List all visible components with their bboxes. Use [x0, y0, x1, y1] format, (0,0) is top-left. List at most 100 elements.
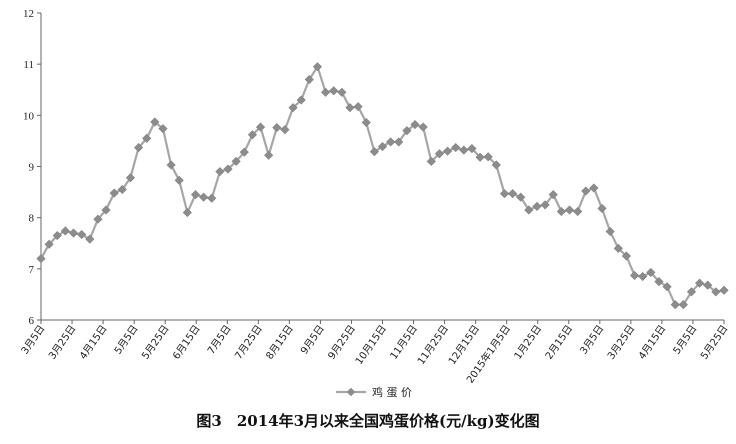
data-point: [85, 234, 95, 244]
x-tick-label: 7月25日: [233, 323, 265, 362]
series-line-egg-price: [40, 64, 725, 306]
x-tick-label: 3月25日: [46, 323, 78, 362]
data-point: [264, 150, 274, 160]
x-tick-label: 12月15日: [446, 323, 482, 367]
data-point: [312, 62, 323, 72]
data-point: [638, 271, 648, 282]
data-point: [68, 228, 79, 238]
data-point: [548, 189, 558, 200]
data-point: [280, 125, 290, 135]
data-point: [499, 188, 510, 199]
y-tick-label: 10: [23, 110, 35, 122]
data-point: [304, 74, 314, 85]
x-tick-label: 4月15日: [77, 323, 109, 362]
data-point: [629, 270, 640, 281]
x-tick-label: 5月5日: [112, 323, 141, 357]
data-point: [52, 230, 62, 241]
x-tick-label: 6月15日: [170, 323, 202, 362]
data-point: [320, 87, 331, 97]
data-point: [556, 206, 567, 217]
data-point: [678, 299, 688, 310]
data-point: [190, 189, 201, 200]
chart-caption: 图3 2014年3月以来全国鸡蛋价格(元/kg)变化图: [196, 412, 540, 430]
data-point: [524, 205, 534, 215]
data-point: [621, 251, 632, 261]
data-point: [182, 207, 193, 218]
data-point: [507, 188, 518, 199]
x-tick-label: 3月25日: [605, 323, 637, 362]
data-point: [239, 147, 249, 157]
data-point: [345, 103, 355, 113]
data-point: [564, 205, 575, 215]
data-point: [150, 117, 160, 127]
data-point: [662, 282, 672, 292]
data-point: [475, 152, 485, 162]
data-point: [703, 280, 713, 290]
data-point: [93, 214, 103, 224]
data-point: [361, 117, 371, 128]
data-point: [605, 226, 615, 237]
x-tick-label: 4月15日: [636, 323, 668, 362]
legend-marker: [346, 387, 356, 397]
data-point: [109, 188, 119, 198]
data-point: [532, 201, 542, 212]
data-point: [215, 166, 225, 177]
y-tick-label: 11: [23, 59, 34, 71]
data-point: [589, 183, 599, 193]
x-tick-label: 2月15日: [543, 323, 575, 362]
y-tick-label: 6: [29, 315, 35, 327]
data-point: [434, 149, 445, 159]
data-point: [158, 123, 168, 134]
x-tick-label: 5月5日: [671, 323, 700, 357]
x-tick-label: 9月5日: [298, 323, 327, 357]
data-point: [572, 206, 583, 217]
data-point: [646, 267, 656, 278]
data-point: [467, 143, 477, 154]
data-point: [353, 101, 363, 112]
data-point: [36, 253, 46, 264]
data-point: [255, 122, 266, 132]
data-point: [410, 119, 420, 130]
data-point: [581, 186, 591, 196]
data-point: [272, 122, 282, 133]
data-point: [516, 192, 526, 202]
y-tick-label: 12: [23, 8, 34, 20]
data-point: [174, 175, 184, 185]
x-tick-label: 5月25日: [698, 323, 730, 362]
data-point: [491, 160, 501, 170]
data-point: [166, 160, 176, 170]
data-point: [198, 192, 209, 202]
y-tick-label: 7: [29, 264, 35, 276]
data-point: [231, 156, 241, 167]
x-tick-label: 1月25日: [512, 323, 544, 362]
data-point: [426, 156, 436, 167]
x-tick-label: 3月5日: [19, 323, 48, 357]
data-point: [483, 152, 493, 162]
data-point: [60, 226, 71, 236]
data-point: [125, 173, 136, 183]
data-point: [686, 287, 697, 297]
legend-label: 鸡 蛋 价: [372, 385, 412, 399]
data-point: [77, 229, 87, 240]
data-point: [613, 243, 623, 254]
x-tick-label: 9月25日: [326, 323, 358, 362]
data-point: [597, 203, 607, 214]
data-point: [142, 133, 152, 144]
data-point: [296, 95, 306, 105]
data-point: [540, 200, 550, 210]
x-tick-label: 11月5日: [388, 323, 420, 362]
data-point: [377, 141, 388, 152]
data-point: [459, 145, 469, 155]
data-point: [719, 285, 729, 295]
data-point: [337, 87, 347, 97]
y-tick-label: 8: [29, 213, 35, 225]
data-point: [247, 130, 258, 140]
data-point: [418, 122, 428, 132]
data-point: [369, 147, 380, 157]
data-point: [385, 137, 396, 147]
data-point: [329, 86, 339, 96]
data-point: [223, 164, 233, 174]
x-tick-label: 3月5日: [578, 323, 607, 357]
